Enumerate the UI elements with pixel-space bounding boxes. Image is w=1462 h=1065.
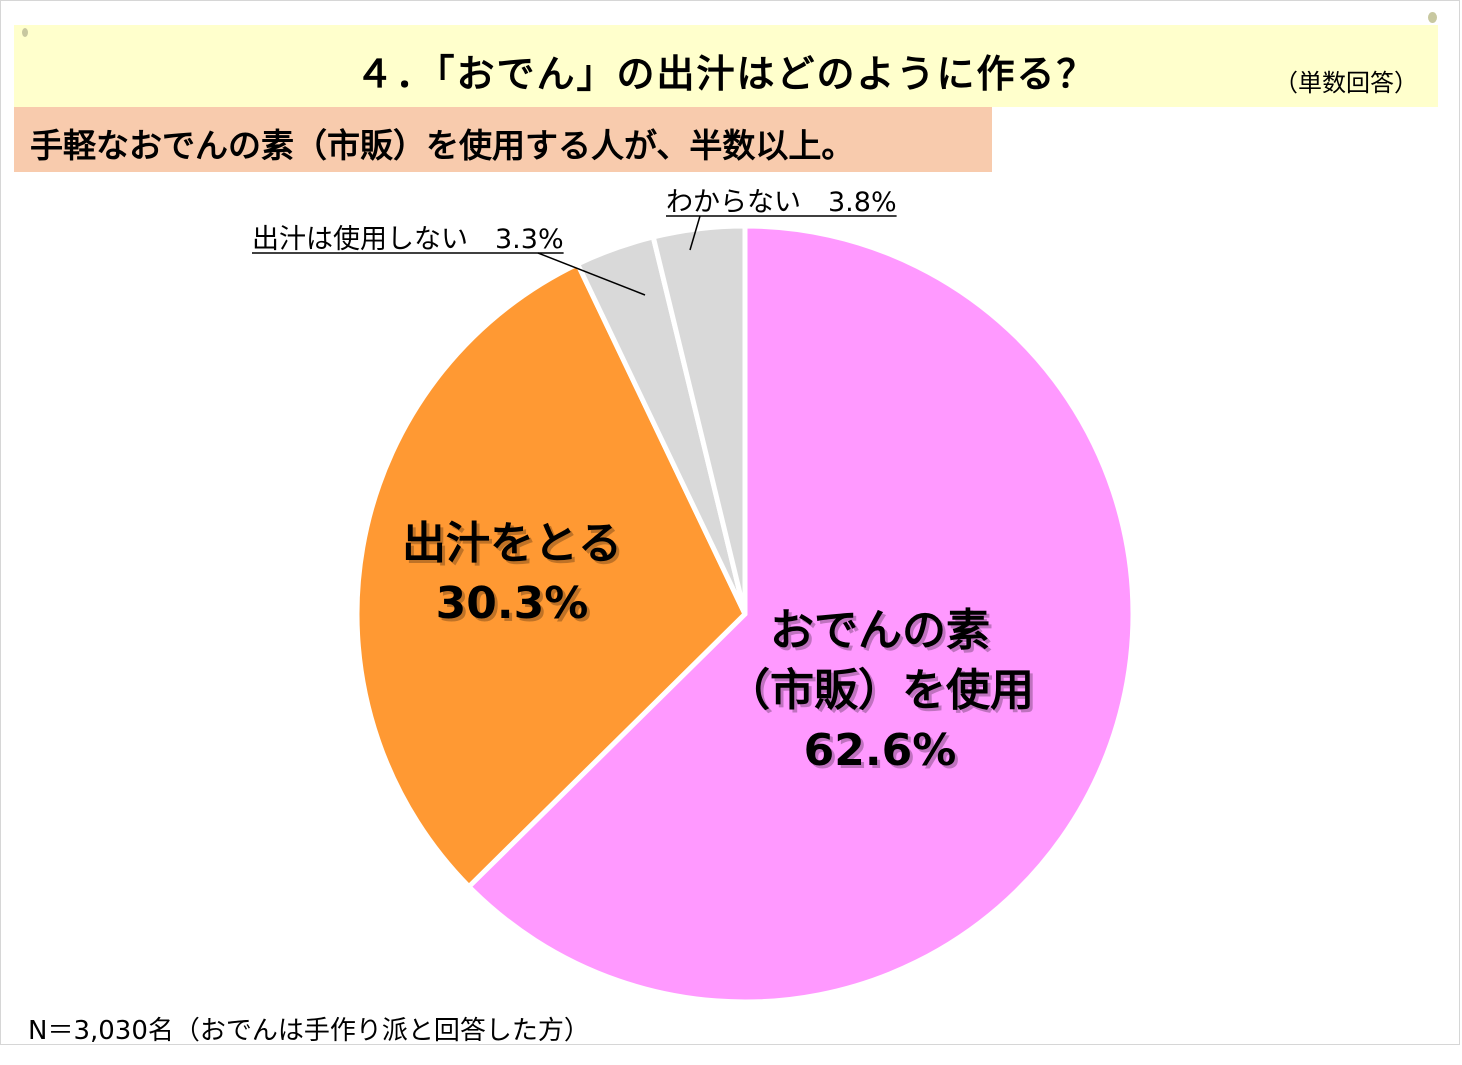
label-dashi-wo-toru-value: 30.3%: [436, 578, 589, 629]
label-dashi-not-used: 出汁は使用しない 3.3%: [252, 224, 564, 255]
footnote: N＝3,030名（おでんは手作り派と回答した方）: [28, 1016, 590, 1046]
label-odennomoto-shadow: おでんの素: [773, 608, 993, 659]
subtitle: 手軽なおでんの素（市販）を使用する人が、半数以上。: [30, 126, 855, 165]
label-dashi-not-used-leader-line: [537, 252, 646, 296]
label-dashi-wo-toru-shadow: 30.3%: [439, 581, 592, 632]
slice-dashi-wo-toru: [354, 261, 748, 890]
answer-type-note: （単数回答）: [1274, 69, 1418, 97]
decorative-dot: [1428, 12, 1437, 23]
page-title: ４．「おでん」の出汁はどのように作る？: [355, 52, 1097, 96]
label-odennomoto: おでんの素 （市販）を使用 62.6%: [726, 605, 1034, 776]
label-dashi-wo-toru: 出汁をとる 30.3%: [402, 518, 622, 629]
label-odennomoto-shadow: （市販）を使用: [729, 668, 1037, 719]
label-odennomoto-value: 62.6%: [804, 725, 957, 776]
label-dashi-wo-toru-line: 出汁をとる: [402, 518, 622, 569]
label-unknown: わからない 3.8%: [666, 187, 897, 218]
decorative-dot: [22, 28, 28, 37]
label-unknown-leader-line: [689, 215, 701, 251]
subtitle-banner: 手軽なおでんの素（市販）を使用する人が、半数以上。: [14, 107, 992, 172]
slide-frame: [0, 0, 1460, 1045]
label-odennomoto-shadow: 62.6%: [807, 728, 960, 779]
label-odennomoto-line: （市販）を使用: [726, 665, 1034, 716]
label-odennomoto-line: おでんの素: [770, 605, 990, 656]
slice-unknown: [650, 223, 748, 617]
slice-odennomoto: [466, 223, 1136, 1005]
title-banner: ４．「おでん」の出汁はどのように作る？ （単数回答）: [14, 25, 1438, 107]
label-dashi-wo-toru-shadow: 出汁をとる: [405, 521, 625, 572]
